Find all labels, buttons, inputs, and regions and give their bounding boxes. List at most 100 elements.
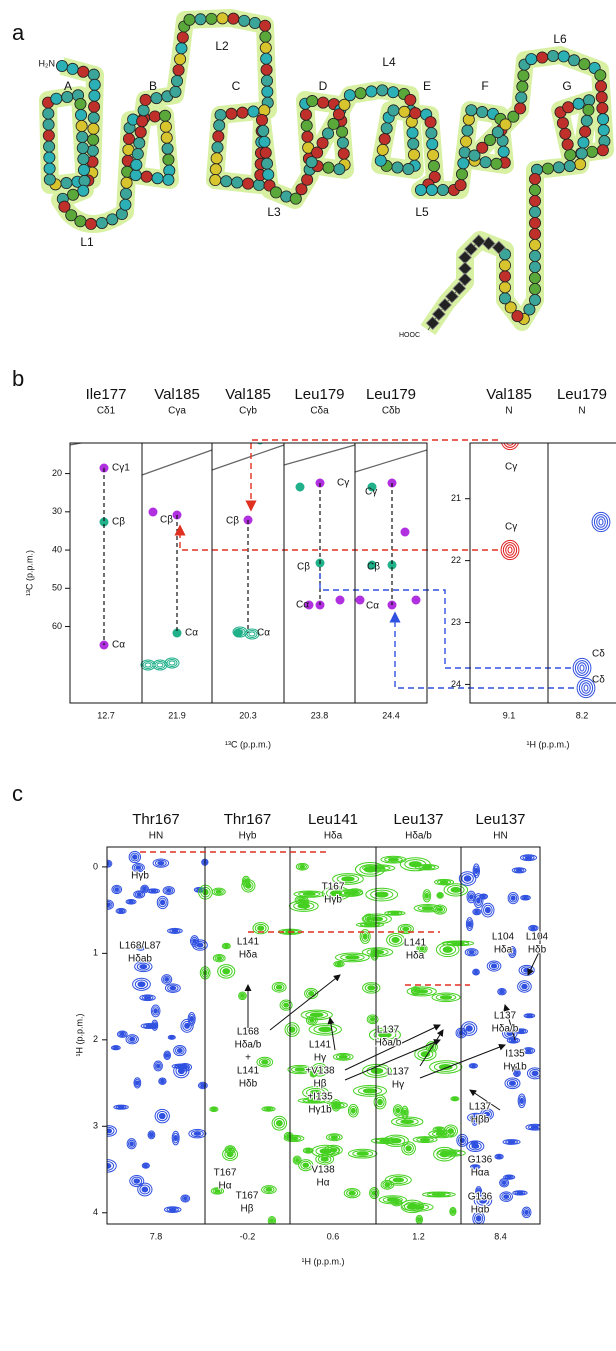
contour [509,947,516,957]
residue-bead [365,85,378,98]
contour [529,1069,540,1078]
contour [501,1180,507,1185]
peak-label: Cβ [112,517,125,528]
residue-bead [406,126,419,139]
contour [159,1078,166,1085]
residue-bead [172,64,185,77]
contour [180,1018,194,1033]
contour [436,879,452,885]
residue-bead [414,183,427,196]
contour [397,923,414,935]
residue-bead [220,175,233,188]
contour [150,1004,161,1018]
residue-bead [595,91,608,104]
contour [386,1197,399,1202]
contour [472,863,481,879]
contour [134,891,144,898]
residue-bead [529,293,542,306]
contour [107,902,111,908]
peak-label: Hαb [471,1205,490,1216]
peak-label: T167 [236,1191,259,1202]
contour [370,889,394,900]
contour [472,1141,477,1145]
contour [308,1023,342,1036]
residue-bead [87,111,100,124]
panel-a: a A B C D E F G L1 L2 L3 L4 L5 L6 H₂N HOOC [12,9,614,339]
y-tick-label: 30 [52,506,62,516]
loop-label: L5 [415,205,429,219]
residue-bead [259,146,272,159]
peak-label: Hγ1b [503,1062,527,1073]
contour [364,983,378,993]
contour [522,1047,536,1055]
contour [370,916,384,922]
strip-residue: Leu179 [366,386,416,403]
y-tick-label: 21 [451,493,461,503]
residue-bead [171,74,184,87]
peak-label: L137 [494,1011,517,1022]
contour [313,1064,326,1075]
contour [501,443,519,451]
contour [192,938,197,944]
pointer [344,1039,441,1081]
peak-label: Cα [366,601,379,612]
residue-bead [498,259,511,272]
contour [133,890,146,899]
residue-bead [42,107,55,120]
contour [500,1179,508,1187]
contour [136,892,142,897]
peak-label: Hγb [324,895,342,906]
residue-bead [75,120,88,133]
contour [501,1026,518,1040]
contour [517,980,532,993]
strip-atom: N [578,406,585,417]
residue-bead [529,238,542,251]
contour [269,1218,274,1224]
residue-bead [468,149,481,162]
peak-label: Cδ [592,675,605,686]
contour [158,1112,166,1120]
helix-label: B [149,79,157,93]
contour [155,1063,161,1069]
residue-bead [137,104,150,117]
contour [292,1155,302,1165]
residue-bead [122,132,135,145]
residue-bead [378,133,391,146]
contour [127,1035,138,1044]
residue-bead [43,162,56,175]
contour [522,855,535,861]
contour [214,955,224,962]
contour [320,1156,329,1162]
y-tick-label: 50 [52,583,62,593]
residue-bead [260,157,273,170]
residue-bead [564,148,577,161]
contour [439,995,453,1000]
contour [212,1188,223,1194]
contour [403,1109,407,1116]
contour [127,1139,136,1148]
contour [142,1163,149,1169]
helix-label: A [64,79,72,93]
peak-label: Hα [316,1178,329,1189]
loop-label: L6 [553,32,567,46]
residue-bead [424,116,437,129]
residue-bead [380,122,393,135]
contour [500,539,520,561]
residue-bead [507,110,520,123]
contour [168,660,176,666]
contour [107,901,113,909]
contour [506,1175,512,1179]
contour [415,989,429,994]
connector [319,573,574,669]
contour [113,1104,129,1110]
contour [526,1014,533,1018]
contour [162,886,175,895]
contour [354,862,386,877]
contour [341,876,355,882]
contour [169,928,181,934]
residue-bead [556,117,569,130]
contour [518,964,535,976]
y-tick-label: 24 [451,679,461,689]
contour [436,1128,443,1132]
contour [190,1130,204,1138]
